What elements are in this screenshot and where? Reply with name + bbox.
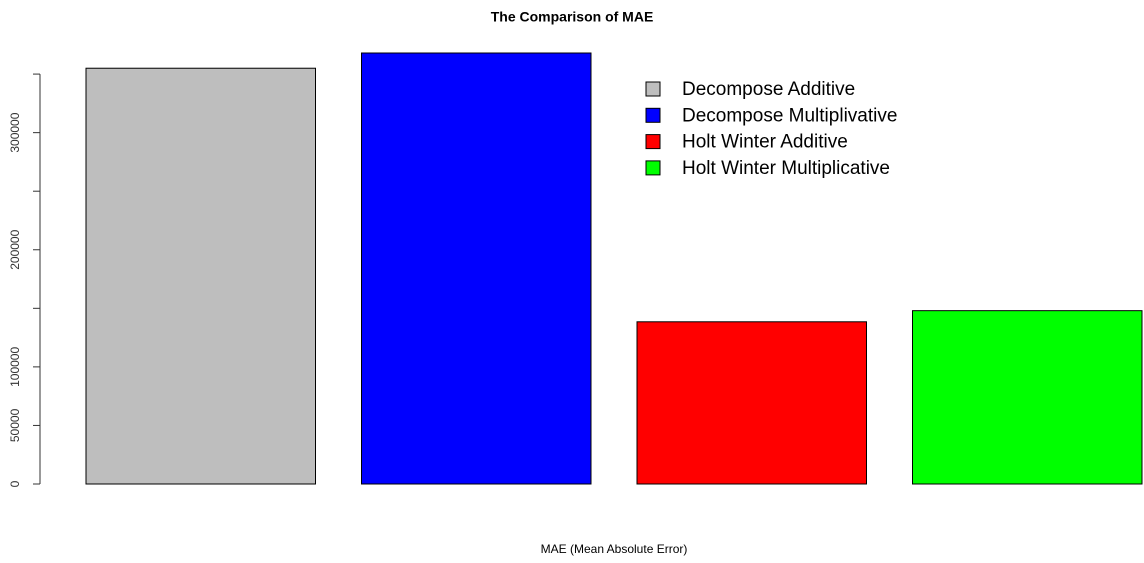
bar (361, 52, 592, 485)
y-tick-label: 200000 (8, 229, 22, 269)
legend-label: Holt Winter Multiplicative (682, 158, 890, 179)
legend-swatch (645, 160, 661, 176)
bar (636, 321, 867, 485)
chart-title: The Comparison of MAE (491, 9, 654, 25)
legend-label: Decompose Additive (682, 79, 855, 100)
y-tick-label: 50000 (8, 408, 22, 442)
legend-swatch (645, 81, 661, 97)
bar (85, 67, 316, 485)
bar (912, 310, 1143, 485)
y-tick-label: 300000 (8, 112, 22, 152)
x-axis-label: MAE (Mean Absolute Error) (541, 542, 688, 556)
y-tick-label: 0 (8, 480, 22, 487)
legend-swatch (645, 107, 661, 123)
legend-label: Decompose Multiplivative (682, 105, 897, 126)
legend-swatch (645, 134, 661, 150)
y-tick-label: 100000 (8, 347, 22, 387)
legend-label: Holt Winter Additive (682, 132, 848, 153)
